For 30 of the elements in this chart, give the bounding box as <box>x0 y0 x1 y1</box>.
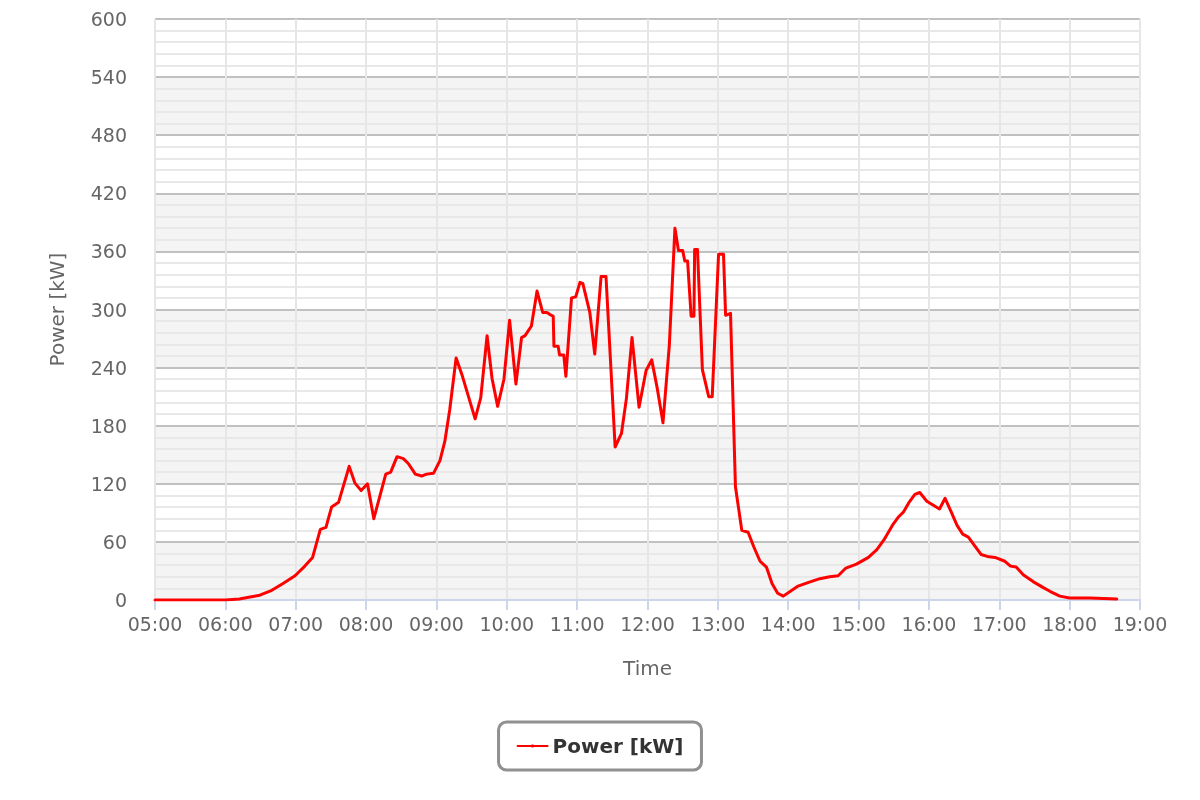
x-axis-title: Time <box>622 656 672 680</box>
x-tick-label: 10:00 <box>479 612 535 635</box>
x-tick-label: 15:00 <box>831 612 886 635</box>
y-axis-title: Power [kW] <box>45 252 69 367</box>
y-tick-label: 540 <box>90 66 127 89</box>
x-tick-label: 11:00 <box>549 612 605 635</box>
y-tick-label: 480 <box>90 124 127 147</box>
line-series <box>153 226 1119 602</box>
y-tick-label: 360 <box>90 240 127 263</box>
x-tick-label: 13:00 <box>690 612 746 635</box>
x-tick-label: 16:00 <box>901 612 957 635</box>
y-tick-label: 240 <box>90 356 127 379</box>
x-tick-label: 19:00 <box>1112 612 1168 635</box>
y-tick-label: 300 <box>90 298 127 321</box>
y-tick-label: 420 <box>90 182 127 205</box>
x-tick-label: 09:00 <box>409 612 464 635</box>
x-tick-label: 06:00 <box>197 612 253 635</box>
x-tick-label: 14:00 <box>760 612 816 635</box>
y-tick-label: 0 <box>114 589 127 611</box>
y-tick-label: 120 <box>90 472 127 495</box>
x-tick-label: 17:00 <box>971 612 1027 635</box>
x-tick-label: 12:00 <box>620 612 675 635</box>
x-tick-label: 18:00 <box>1042 612 1098 635</box>
legend-label: Power [kW] <box>552 734 684 758</box>
y-tick-label: 180 <box>90 414 127 437</box>
y-tick-label: 60 <box>102 530 127 553</box>
x-tick-label: 07:00 <box>268 612 324 635</box>
y-tick-label: 600 <box>90 8 127 30</box>
x-tick-label: 08:00 <box>338 612 394 635</box>
x-tick-label: 05:00 <box>127 612 183 635</box>
